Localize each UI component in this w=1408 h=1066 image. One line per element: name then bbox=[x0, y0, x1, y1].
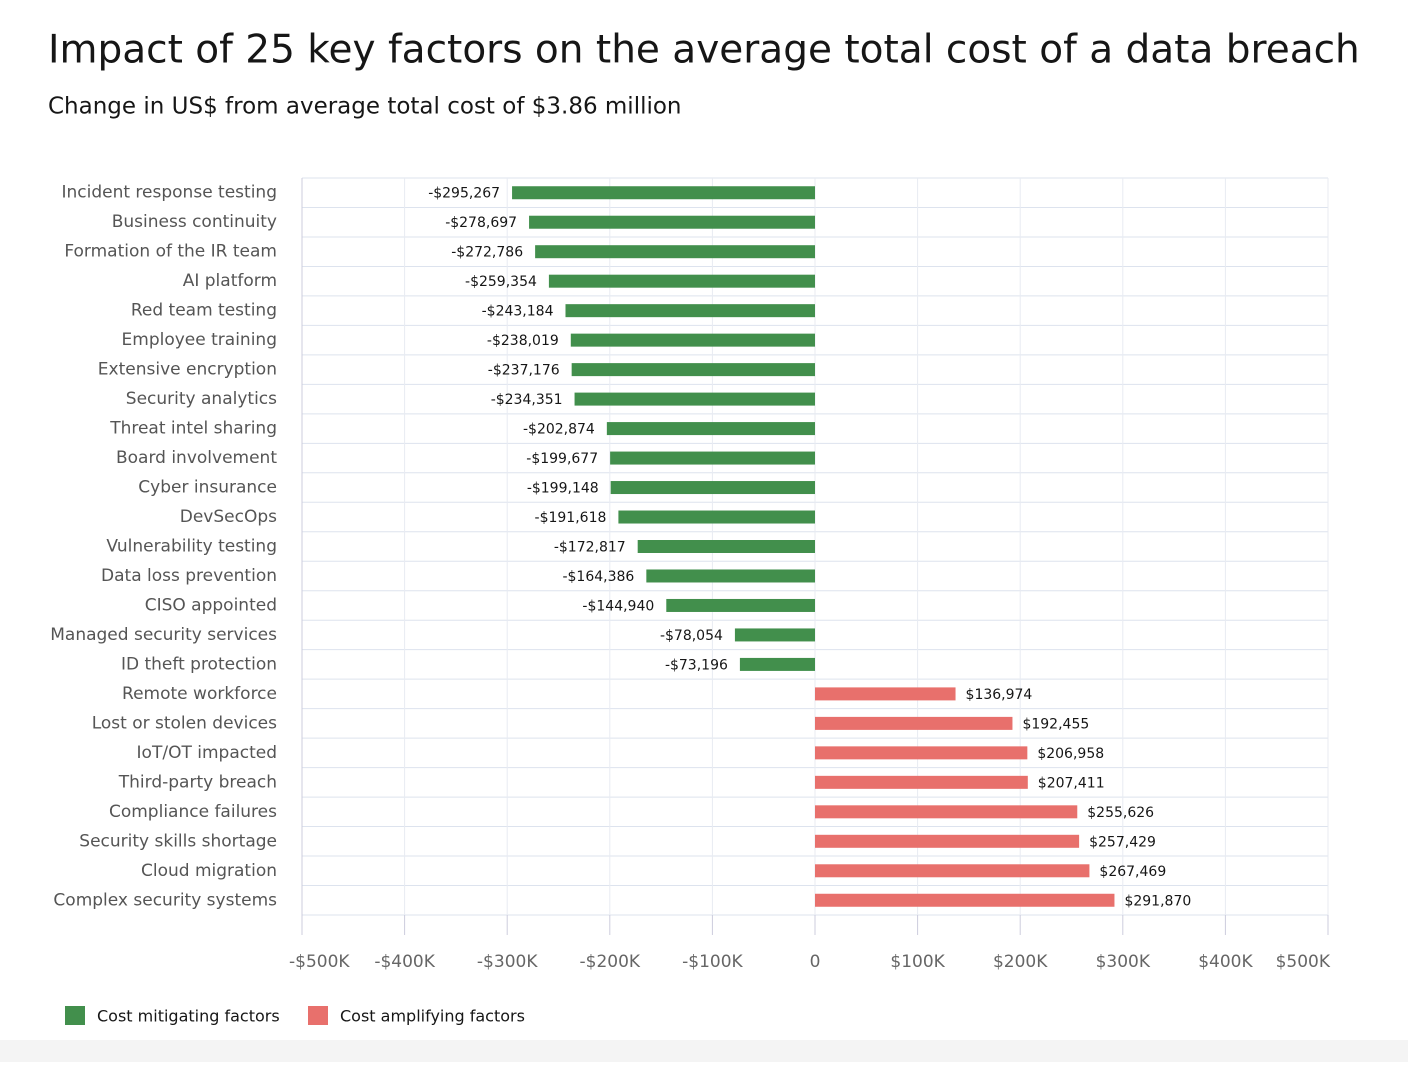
y-tick-label: Compliance failures bbox=[109, 802, 277, 822]
y-tick-label: Extensive encryption bbox=[98, 360, 277, 380]
value-label: $267,469 bbox=[1099, 864, 1166, 880]
bar bbox=[570, 333, 815, 347]
value-label: -$144,940 bbox=[582, 598, 654, 614]
y-tick-label: Vulnerability testing bbox=[106, 537, 277, 557]
bar bbox=[565, 304, 815, 318]
bar bbox=[548, 274, 815, 288]
bar bbox=[535, 245, 815, 259]
legend-swatch bbox=[65, 1006, 85, 1025]
footer-strip bbox=[0, 1040, 1408, 1062]
value-label: -$272,786 bbox=[451, 245, 523, 261]
x-tick-label: $500K bbox=[1276, 952, 1331, 972]
legend-swatch bbox=[308, 1006, 328, 1025]
y-tick-label: Remote workforce bbox=[122, 684, 277, 704]
value-label: -$278,697 bbox=[445, 215, 517, 231]
x-tick-label: -$200K bbox=[580, 952, 641, 972]
bar bbox=[610, 451, 815, 465]
value-label: $257,429 bbox=[1089, 834, 1156, 850]
value-label: -$78,054 bbox=[660, 628, 723, 644]
value-label: $291,870 bbox=[1124, 893, 1191, 909]
y-tick-label: Formation of the IR team bbox=[64, 242, 277, 262]
value-label: $136,974 bbox=[966, 687, 1033, 703]
bar bbox=[637, 540, 815, 553]
y-tick-label: Incident response testing bbox=[61, 183, 277, 203]
value-label: -$234,351 bbox=[491, 392, 563, 408]
bar bbox=[529, 215, 815, 229]
y-tick-label: Board involvement bbox=[116, 448, 277, 468]
y-tick-label: Security skills shortage bbox=[79, 831, 277, 851]
value-label: -$295,267 bbox=[428, 186, 500, 202]
bar bbox=[574, 392, 815, 406]
y-tick-label: ID theft protection bbox=[121, 654, 277, 674]
value-label: $192,455 bbox=[1022, 716, 1089, 732]
x-tick-label: 0 bbox=[810, 952, 821, 972]
value-label: $255,626 bbox=[1087, 805, 1154, 821]
bar bbox=[815, 775, 1028, 789]
bar bbox=[815, 893, 1115, 907]
x-tick-label: $400K bbox=[1198, 952, 1253, 972]
x-tick-label: $200K bbox=[993, 952, 1048, 972]
value-label: $207,411 bbox=[1038, 775, 1105, 791]
value-label: -$164,386 bbox=[562, 569, 634, 585]
value-label: -$259,354 bbox=[465, 274, 537, 290]
value-label: -$199,148 bbox=[527, 481, 599, 497]
legend-label: Cost amplifying factors bbox=[340, 1007, 525, 1026]
y-tick-label: AI platform bbox=[183, 271, 277, 291]
bar bbox=[666, 598, 815, 612]
bar bbox=[815, 864, 1090, 878]
y-tick-label: Business continuity bbox=[112, 212, 277, 232]
x-tick-label: -$300K bbox=[477, 952, 538, 972]
value-label: -$243,184 bbox=[482, 304, 554, 320]
y-tick-label: IoT/OT impacted bbox=[137, 743, 277, 763]
x-tick-label: $300K bbox=[1096, 952, 1151, 972]
bar bbox=[606, 422, 815, 436]
bar bbox=[734, 628, 815, 642]
bar bbox=[739, 657, 815, 671]
value-label: -$191,618 bbox=[535, 510, 607, 526]
chart-subtitle: Change in US$ from average total cost of… bbox=[48, 94, 682, 120]
y-tick-label: Employee training bbox=[122, 330, 277, 350]
bar bbox=[512, 186, 815, 200]
value-label: -$199,677 bbox=[526, 451, 598, 467]
value-label: -$172,817 bbox=[554, 540, 626, 556]
value-label: -$238,019 bbox=[487, 333, 559, 349]
bar bbox=[610, 481, 815, 495]
x-tick-label: -$500K bbox=[289, 952, 350, 972]
y-tick-label: DevSecOps bbox=[180, 507, 277, 527]
y-tick-label: Lost or stolen devices bbox=[92, 713, 277, 733]
bar bbox=[571, 363, 815, 377]
bar bbox=[815, 716, 1013, 730]
y-tick-label: CISO appointed bbox=[145, 595, 277, 615]
y-tick-label: Security analytics bbox=[126, 389, 277, 409]
chart-title: Impact of 25 key factors on the average … bbox=[48, 28, 1360, 73]
bar bbox=[815, 746, 1028, 760]
y-tick-label: Third-party breach bbox=[118, 772, 277, 792]
bar bbox=[815, 805, 1078, 819]
value-label: -$237,176 bbox=[488, 363, 560, 379]
x-tick-label: -$100K bbox=[682, 952, 743, 972]
bar bbox=[618, 510, 815, 524]
y-tick-label: Red team testing bbox=[131, 301, 277, 321]
y-tick-label: Cyber insurance bbox=[138, 478, 277, 498]
y-tick-label: Data loss prevention bbox=[101, 566, 277, 586]
bar bbox=[815, 834, 1080, 848]
legend-label: Cost mitigating factors bbox=[97, 1007, 280, 1026]
bar bbox=[815, 687, 956, 701]
x-tick-label: $100K bbox=[890, 952, 945, 972]
y-tick-label: Cloud migration bbox=[141, 861, 277, 881]
bar bbox=[646, 569, 815, 583]
y-tick-label: Threat intel sharing bbox=[109, 419, 277, 439]
x-tick-label: -$400K bbox=[374, 952, 435, 972]
value-label: -$73,196 bbox=[665, 657, 728, 673]
y-tick-label: Complex security systems bbox=[53, 890, 277, 910]
value-label: $206,958 bbox=[1037, 746, 1104, 762]
y-tick-label: Managed security services bbox=[50, 625, 277, 645]
value-label: -$202,874 bbox=[523, 422, 595, 438]
